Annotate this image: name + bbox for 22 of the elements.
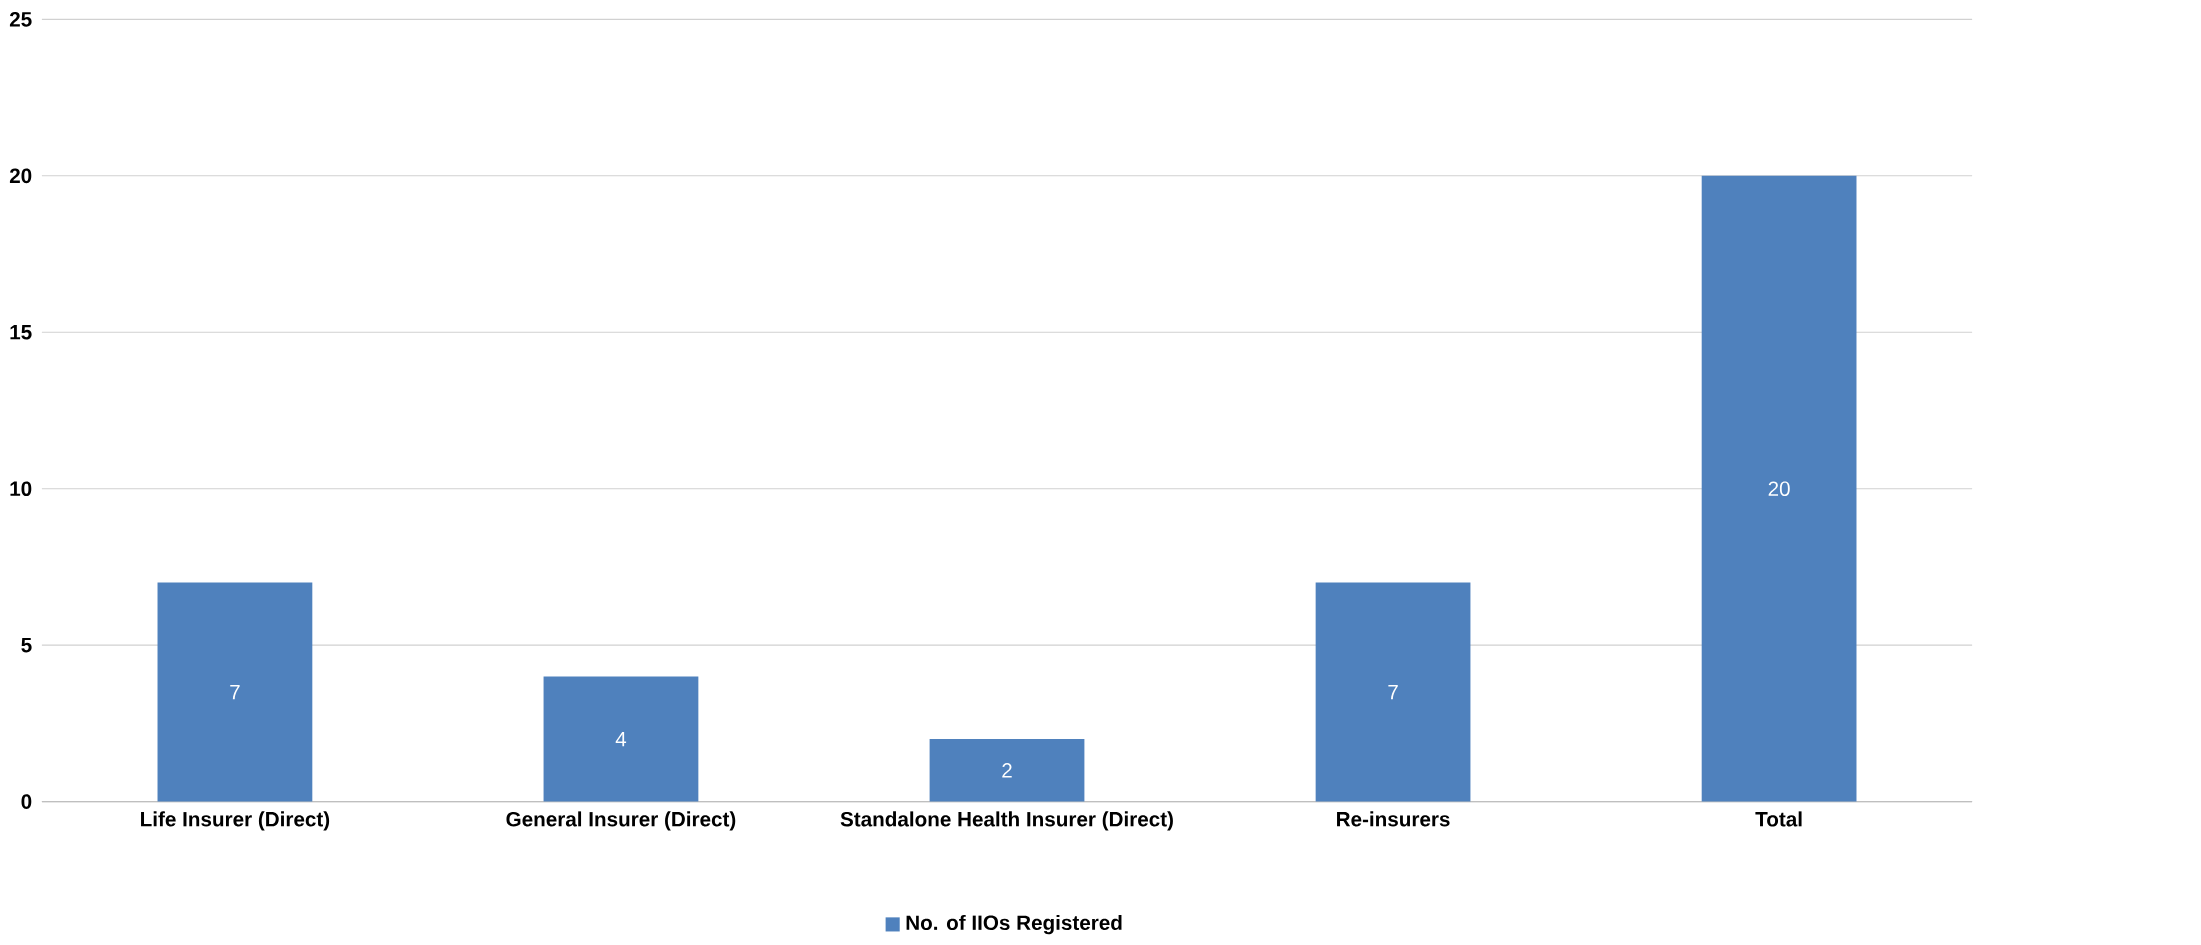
y-tick-label: 5 — [21, 637, 32, 653]
data-label: 4 — [615, 731, 627, 747]
data-label: 7 — [230, 684, 240, 700]
bar — [157, 582, 313, 802]
legend-label: No. of IIOs Registered — [906, 914, 1122, 935]
data-label: 20 — [1768, 481, 1790, 497]
bar — [1701, 175, 1857, 802]
bar — [929, 739, 1085, 802]
y-tick-label: 15 — [10, 325, 32, 340]
y-tick-label: 25 — [9, 12, 32, 27]
y-tick-label: 10 — [10, 481, 32, 497]
bar — [1315, 582, 1471, 802]
x-tick-label: Life Insurer (Direct) — [141, 811, 330, 831]
data-label: 7 — [1388, 684, 1398, 700]
data-label: 2 — [1002, 763, 1012, 778]
y-tick-label: 20 — [9, 168, 32, 184]
x-tick-label: Re-insurers — [1337, 811, 1450, 827]
x-tick-label: Total — [1755, 811, 1802, 827]
bar — [543, 676, 699, 802]
y-tick-label: 0 — [21, 794, 32, 809]
x-tick-label: General Insurer (Direct) — [506, 811, 736, 831]
x-tick-label: Standalone Health Insurer (Direct) — [840, 811, 1173, 831]
